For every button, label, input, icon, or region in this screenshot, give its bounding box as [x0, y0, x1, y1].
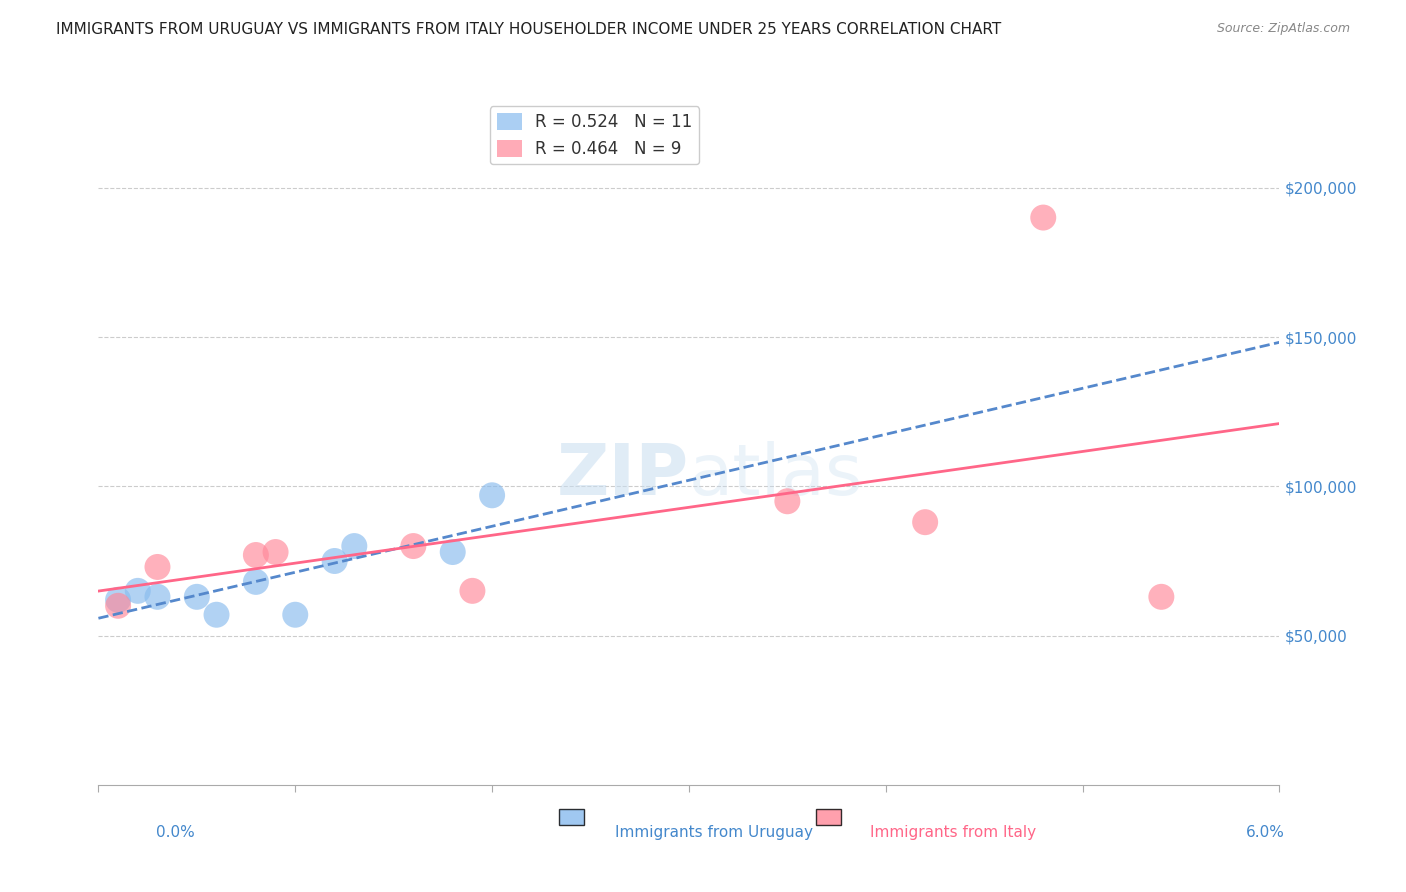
- Point: [776, 494, 799, 508]
- Point: [146, 560, 169, 574]
- Point: [264, 545, 287, 559]
- Point: [343, 539, 366, 553]
- Text: 6.0%: 6.0%: [1246, 825, 1285, 840]
- Point: [461, 583, 484, 598]
- Point: [323, 554, 346, 568]
- Point: [186, 590, 208, 604]
- Point: [146, 590, 169, 604]
- Point: [245, 574, 267, 589]
- Point: [914, 515, 936, 529]
- Point: [402, 539, 425, 553]
- Text: 0.0%: 0.0%: [156, 825, 195, 840]
- Text: Source: ZipAtlas.com: Source: ZipAtlas.com: [1216, 22, 1350, 36]
- Point: [441, 545, 464, 559]
- Point: [284, 607, 307, 622]
- Point: [205, 607, 228, 622]
- Point: [127, 583, 149, 598]
- Text: atlas: atlas: [689, 442, 863, 510]
- Point: [107, 599, 129, 613]
- Text: Immigrants from Italy: Immigrants from Italy: [869, 825, 1036, 840]
- Point: [107, 592, 129, 607]
- Point: [1150, 590, 1173, 604]
- Text: ZIP: ZIP: [557, 442, 689, 510]
- Legend: R = 0.524   N = 11, R = 0.464   N = 9: R = 0.524 N = 11, R = 0.464 N = 9: [491, 106, 699, 164]
- Text: Immigrants from Uruguay: Immigrants from Uruguay: [614, 825, 813, 840]
- Point: [481, 488, 503, 502]
- Point: [245, 548, 267, 562]
- Point: [1032, 211, 1054, 225]
- Text: IMMIGRANTS FROM URUGUAY VS IMMIGRANTS FROM ITALY HOUSEHOLDER INCOME UNDER 25 YEA: IMMIGRANTS FROM URUGUAY VS IMMIGRANTS FR…: [56, 22, 1001, 37]
